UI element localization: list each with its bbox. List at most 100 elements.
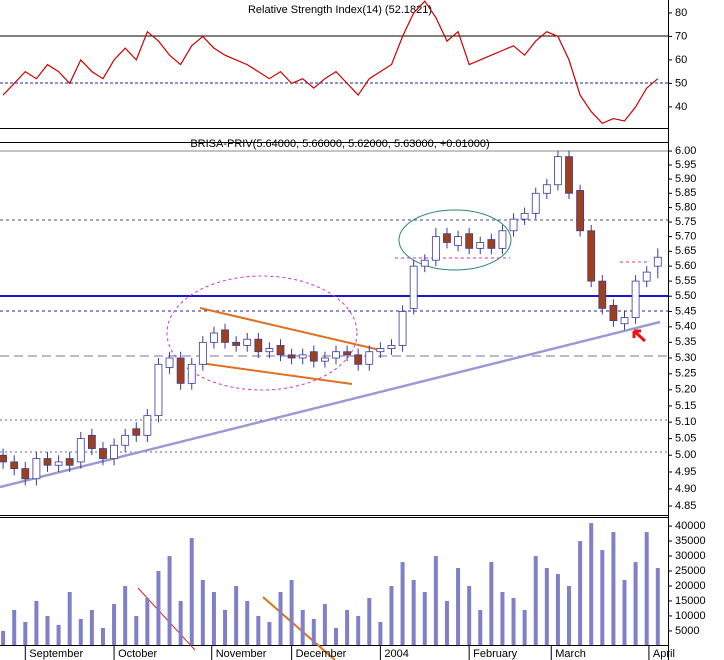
candle-body: [287, 354, 296, 359]
candle-body: [232, 341, 241, 346]
y-tick-label: 40000: [675, 520, 706, 532]
candle-body: [420, 259, 429, 267]
y-tick-label: 5.70: [675, 231, 696, 243]
candle-body: [132, 428, 141, 436]
y-tick-label: 35000: [675, 535, 706, 547]
y-tick-label: 5.90: [675, 173, 696, 185]
y-tick-label: 5000: [675, 625, 699, 637]
candle-body: [376, 348, 385, 353]
volume-bar: [411, 580, 416, 645]
candle-body: [198, 341, 207, 365]
volume-bar: [112, 603, 117, 645]
volume-bar: [156, 571, 161, 645]
y-tick-label: 5.85: [675, 187, 696, 199]
y-tick-label: 5.30: [675, 352, 696, 364]
volume-bar: [123, 585, 128, 645]
candle-body: [210, 332, 218, 343]
volume-bar: [345, 609, 350, 645]
channel-line: [199, 362, 353, 385]
volume-bar: [322, 603, 327, 645]
volume-bar: [78, 618, 83, 645]
y-tick-label: 6.00: [675, 145, 696, 157]
candle-body: [653, 256, 662, 267]
x-tick-label: December: [296, 648, 347, 660]
y-tick-label: 70: [675, 30, 687, 42]
y-tick-label: 5.80: [675, 202, 696, 214]
candle-body: [43, 458, 52, 466]
candle-body: [154, 363, 163, 417]
volume-bar: [300, 609, 305, 645]
y-tick-label: 5.95: [675, 159, 696, 171]
y-tick-label: 4.85: [675, 500, 696, 512]
y-tick-label: 40: [675, 101, 687, 113]
candle-body: [343, 351, 351, 356]
x-tick-label: April: [653, 648, 675, 660]
volume-bar: [189, 538, 194, 645]
volume-bar: [178, 600, 183, 645]
candle-body: [65, 458, 74, 466]
candle-body: [32, 458, 41, 480]
pattern-ellipse: [166, 275, 358, 391]
volume-bar: [12, 609, 17, 645]
candle-body: [509, 218, 518, 232]
panel-frames: [0, 0, 669, 660]
candle-body: [176, 357, 185, 384]
y-tick-label: 4.95: [675, 466, 696, 478]
y-tick-label: 5.65: [675, 245, 696, 257]
volume-bar: [456, 568, 461, 645]
volume-bar: [378, 621, 383, 645]
candle-body: [309, 351, 318, 362]
candle-body: [165, 357, 174, 368]
candle-body: [454, 236, 462, 246]
candle-body: [121, 434, 130, 446]
candle-body: [487, 239, 496, 249]
candle-body: [542, 184, 551, 194]
volume-bar: [34, 600, 39, 645]
y-tick-label: 5.15: [675, 400, 696, 412]
y-tick-label: 60: [675, 54, 687, 66]
volume-bar: [333, 627, 338, 645]
volume-bar: [234, 585, 239, 645]
volume-bar: [145, 597, 150, 645]
volume-bar: [134, 615, 139, 645]
trend-line: [0, 320, 661, 489]
volume-bar: [467, 585, 472, 645]
volume-bar: [444, 600, 449, 645]
candle-body: [565, 156, 573, 194]
volume-bar: [433, 556, 438, 645]
volume-bar: [655, 568, 660, 645]
candle-body: [409, 265, 418, 309]
y-tick-label: 80: [675, 7, 687, 19]
y-tick-label: 5.05: [675, 433, 696, 445]
volume-bar: [167, 556, 172, 645]
x-tick-label: September: [29, 648, 83, 660]
candle-body: [276, 345, 285, 356]
candle-body: [631, 280, 640, 318]
volume-bar: [289, 580, 294, 645]
candle-body: [587, 230, 596, 282]
volume-bar: [555, 574, 560, 645]
candle-body: [554, 156, 562, 186]
candle-body: [10, 461, 19, 470]
channel-line: [199, 307, 381, 351]
volume-bar: [478, 609, 483, 645]
volume-bar: [422, 591, 427, 645]
y-tick-label: 50: [675, 77, 687, 89]
y-tick-label: 15000: [675, 595, 706, 607]
candle-body: [520, 212, 529, 220]
candle-body: [443, 233, 451, 243]
volume-bar: [223, 609, 228, 645]
volume-bar: [23, 621, 28, 645]
volume-bar: [511, 597, 516, 645]
arrow: [632, 329, 647, 343]
volume-bar: [356, 615, 361, 645]
rsi-line: [2, 0, 659, 125]
volume-bar: [311, 618, 316, 645]
x-tick-label: November: [216, 648, 267, 660]
y-tick-label: 4.90: [675, 483, 696, 495]
y-tick-label: 5.60: [675, 260, 696, 272]
y-tick-label: 25000: [675, 565, 706, 577]
volume-bar: [644, 532, 649, 645]
candle-body: [254, 338, 263, 353]
